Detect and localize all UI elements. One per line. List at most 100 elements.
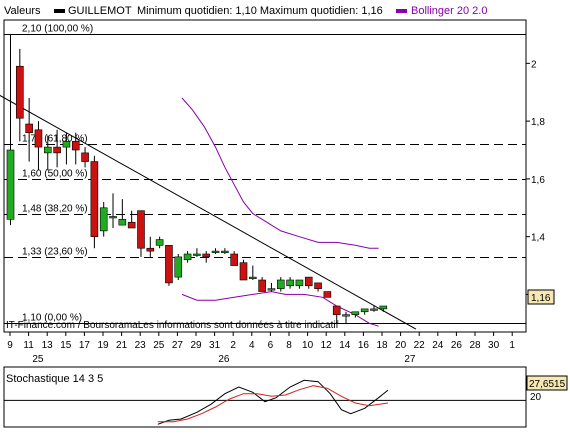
x-tick-label: 16 — [358, 340, 370, 351]
candle — [211, 248, 220, 254]
candle-body-down — [202, 253, 211, 258]
candle-body-down — [323, 291, 332, 298]
candle — [81, 147, 89, 168]
candle — [137, 210, 145, 257]
candle-body-up — [183, 253, 192, 261]
candle — [127, 210, 136, 229]
fib-level-label: 1,48 (38,20 %) — [22, 204, 88, 215]
candle-body-down — [146, 247, 155, 252]
candle-body-up — [267, 288, 276, 291]
candle-body-up — [379, 305, 388, 310]
candle-body-up — [276, 279, 285, 289]
candle-body-down — [16, 65, 24, 119]
candle-body-up — [286, 279, 294, 287]
candle-body-down — [137, 210, 145, 249]
candle-body-up — [193, 253, 201, 256]
price-plot: 2,10 (100,00 %) 1,7? (61,80 %) 1,60 (50,00… — [0, 24, 526, 330]
candle-body-down — [165, 245, 173, 284]
x-tick-label: 11 — [23, 340, 34, 351]
candle — [53, 129, 61, 168]
candle — [155, 236, 164, 249]
x-tick-label: 21 — [116, 340, 128, 351]
candle-body-down — [71, 141, 80, 151]
candle-body-down — [332, 305, 341, 315]
x-tick-label: 18 — [376, 340, 388, 351]
candle — [286, 277, 294, 289]
trendline — [0, 94, 417, 330]
candle — [99, 202, 108, 237]
x-tick-label: 31 — [209, 340, 221, 351]
stochastic-value-box — [526, 375, 568, 391]
stochastic-d-line — [157, 385, 389, 423]
x-tick-label: 23 — [135, 340, 147, 351]
candle-body-up — [99, 207, 108, 232]
candle — [62, 132, 71, 165]
candle — [379, 305, 388, 312]
last-price-box — [527, 289, 555, 305]
x-tick-label: 17 — [79, 340, 91, 351]
x-tick-label: 4 — [249, 340, 255, 351]
candle — [34, 121, 43, 171]
x-tick-label: 24 — [432, 340, 444, 351]
candle — [295, 279, 304, 289]
candle — [360, 308, 369, 315]
x-tick-label: 19 — [97, 340, 109, 351]
x-tick-label: 9 — [7, 340, 13, 351]
candle — [276, 277, 285, 292]
stochastic-panel — [3, 366, 527, 428]
x-tick-label: 6 — [268, 340, 274, 351]
candle — [183, 251, 192, 263]
fib-level-label: 1,60 (50,00 %) — [22, 169, 88, 180]
x-axis: 9 11 13 15 17 19 21 23 25 27 29 31 2 4 6 8 10 12 14 16 18 20 2… — [7, 332, 515, 365]
x-period-label: 27 — [404, 354, 416, 365]
x-period-label: 26 — [218, 354, 230, 365]
stochastic-tick-20: 20 — [530, 392, 542, 403]
candle — [193, 248, 201, 257]
candle-body-down — [304, 276, 313, 287]
candle-body-up — [221, 250, 229, 253]
candle — [323, 291, 332, 298]
symbol-legend-swatch — [54, 9, 65, 13]
x-tick-label: 12 — [321, 340, 333, 351]
last-price-value: 1,16 — [531, 293, 551, 304]
header-min-max: Minimum quotidien: 1,10 Maximum quotidie… — [137, 5, 383, 17]
candle — [221, 248, 229, 254]
candle-body-up — [6, 149, 15, 220]
x-tick-label: 29 — [190, 340, 202, 351]
x-tick-label: 28 — [469, 340, 481, 351]
stochastic-last-value: 27,6515 — [529, 379, 566, 390]
candle-body-down — [34, 129, 43, 148]
candle-body-down — [81, 152, 89, 162]
x-tick-label: 14 — [339, 340, 351, 351]
candle — [230, 251, 238, 266]
x-tick-label: 25 — [153, 340, 165, 351]
candle — [249, 265, 257, 280]
candle-body-up — [109, 216, 117, 219]
x-tick-label: 27 — [172, 340, 184, 351]
candle-body-up — [62, 141, 71, 148]
header-valeurs: Valeurs — [4, 5, 41, 17]
candle — [118, 199, 127, 226]
candle — [202, 251, 211, 263]
watermark: IT-Finance.com / BoursoramaLes informati… — [6, 320, 339, 331]
price-panel — [3, 19, 527, 333]
candle-body-up — [155, 239, 164, 246]
candle — [165, 245, 173, 286]
candle — [6, 34, 15, 226]
x-tick-label: 10 — [302, 340, 314, 351]
fib-level-label: 1,7? (61,80 %) — [22, 134, 88, 145]
candle-body-down — [25, 123, 33, 133]
x-tick-label: 15 — [60, 340, 72, 351]
candle-body-up — [370, 308, 378, 311]
x-tick-label: 2 — [230, 340, 236, 351]
x-period-label: 25 — [32, 354, 44, 365]
candle — [267, 282, 276, 292]
candle-body-up — [118, 219, 127, 226]
candle — [314, 282, 322, 292]
candle — [239, 259, 248, 281]
fib-level-label: 1,10 (0,00 %) — [22, 313, 82, 324]
candle-body-up — [249, 276, 257, 279]
candle — [146, 236, 155, 257]
candle — [71, 132, 80, 165]
